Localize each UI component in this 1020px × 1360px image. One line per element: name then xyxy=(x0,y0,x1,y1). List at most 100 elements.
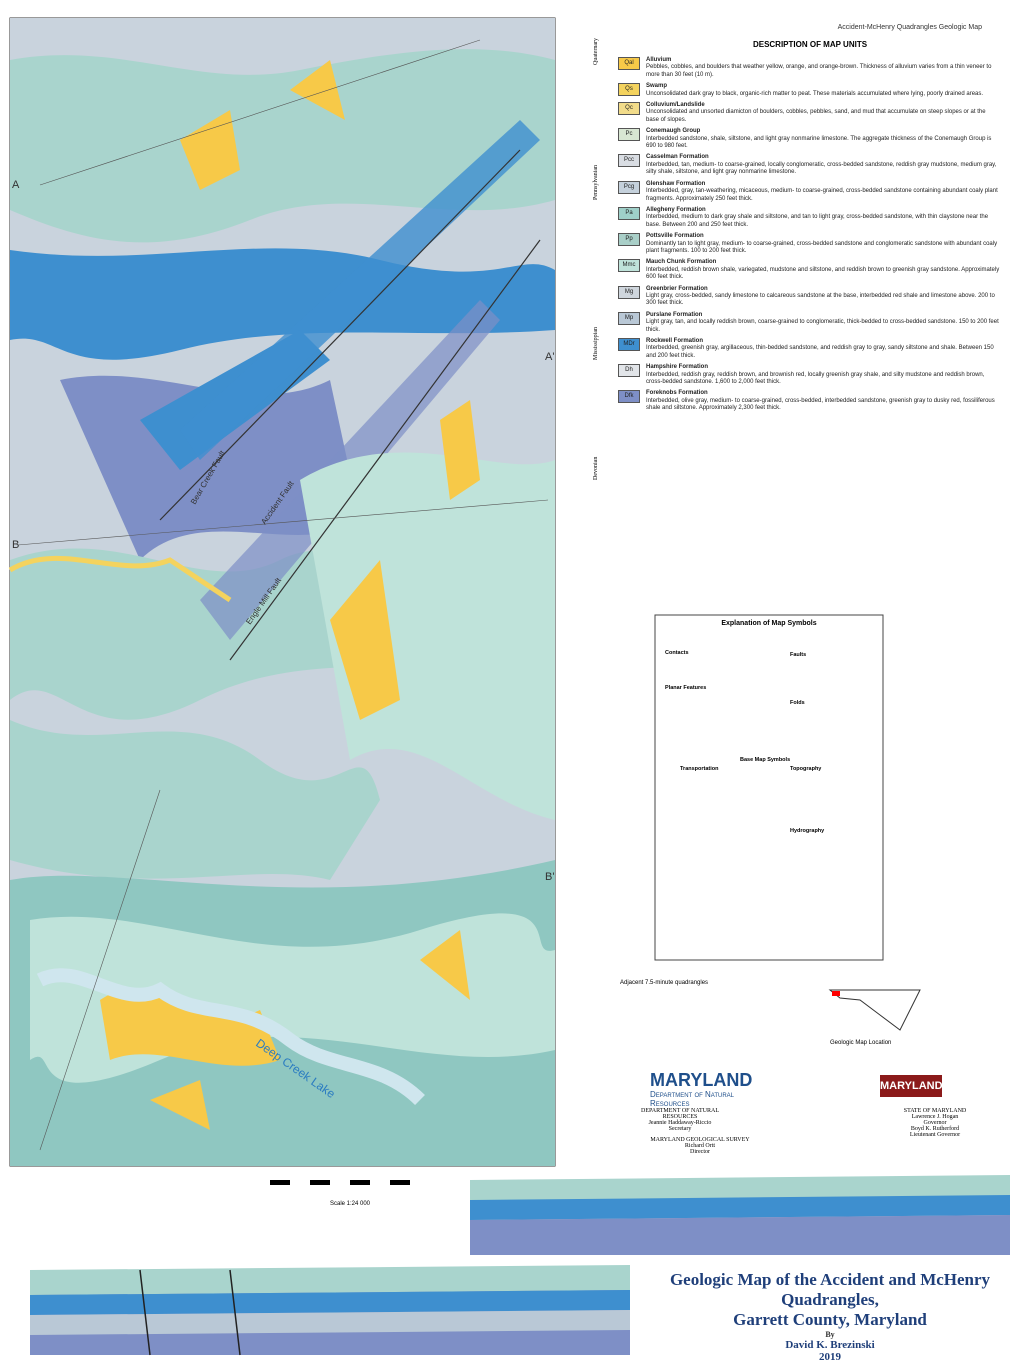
section-label: A' xyxy=(545,351,554,363)
scale-text: Scale 1:24 000 xyxy=(330,1201,371,1207)
symbols-title: Explanation of Map Symbols xyxy=(721,620,817,627)
symbol-section: Contacts xyxy=(665,650,689,656)
symbol-section: Transportation xyxy=(680,766,719,772)
age-label: Quaternary xyxy=(593,38,599,65)
unit-desc: Interbedded, olive gray, medium- to coar… xyxy=(646,397,995,412)
scale-bar xyxy=(270,1180,430,1185)
symbol-section: Folds xyxy=(790,700,805,706)
unit-text: Rockwell Formation Interbedded, greenish … xyxy=(646,338,1000,360)
unit-swatch: Dh xyxy=(618,364,640,378)
author: David K. Brezinski xyxy=(785,1339,875,1351)
unit-name: Swamp xyxy=(646,83,668,90)
cross-section-a xyxy=(470,1175,1010,1255)
unit-desc: Interbedded, reddish brown shale, varieg… xyxy=(646,266,1000,281)
unit-text: Mauch Chunk Formation Interbedded, reddis… xyxy=(646,259,1000,281)
location-marker xyxy=(832,991,840,996)
title-block: Geologic Map of the Accident and McHenry… xyxy=(640,1270,1020,1360)
unit-swatch: Mg xyxy=(618,285,640,299)
unit-row: Mg Greenbrier Formation Light gray, cross-… xyxy=(618,285,1000,308)
unit-swatch: Qal xyxy=(618,57,640,70)
dnr-dept: Department of Natural Resources xyxy=(650,1090,735,1108)
agency-right: STATE OF MARYLAND Lawrence J. Hogan Govern… xyxy=(880,1108,990,1138)
unit-row: Pcg Glenshaw Formation Interbedded, gray, … xyxy=(618,180,1000,203)
unit-desc: Interbedded, reddish gray, reddish brown… xyxy=(646,371,985,386)
unit-row: Mp Purslane Formation Light gray, tan, and… xyxy=(618,311,1000,334)
agency-line: Lieutenant Governor xyxy=(909,1132,961,1138)
unit-text: Colluvium/Landslide Unconsolidated and un… xyxy=(646,102,1000,124)
units-panel: DESCRIPTION OF MAP UNITS Qal Alluvium Pebb… xyxy=(618,40,1000,417)
adjacent-title: Adjacent 7.5-minute quadrangles xyxy=(620,980,709,986)
agency-line: Director xyxy=(690,1149,710,1155)
geology xyxy=(8,18,555,1166)
location-title: Geologic Map Location xyxy=(830,1040,892,1046)
unit-swatch: Dfk xyxy=(618,390,640,404)
unit-name: Foreknobs Formation xyxy=(646,390,708,397)
unit-row: Pa Allegheny Formation Interbedded, medium… xyxy=(618,206,1000,229)
unit-swatch: Mmc xyxy=(618,259,640,273)
agency-left: DEPARTMENT OF NATURAL RESOURCES Jeannie H… xyxy=(625,1108,735,1132)
units-title: DESCRIPTION OF MAP UNITS xyxy=(752,40,868,49)
cross-section-b xyxy=(30,1265,630,1356)
unit-swatch: Pc xyxy=(618,128,640,142)
unit-text: Hampshire Formation Interbedded, reddish … xyxy=(646,364,1000,386)
unit-swatch: Pcg xyxy=(618,180,640,194)
symbol-section: Topography xyxy=(790,766,822,772)
symbol-section: Base Map Symbols xyxy=(740,757,791,763)
unit-text: Swamp Unconsolidated dark gray to black, … xyxy=(646,83,983,98)
agency-line: DEPARTMENT OF NATURAL RESOURCES xyxy=(641,1108,719,1120)
unit-row: Pc Conemaugh Group Interbedded sandstone, … xyxy=(618,128,1000,150)
title-line: Geologic Map of the Accident and McHenry… xyxy=(669,1270,991,1309)
unit-row: Pcc Casselman Formation Interbedded, tan, … xyxy=(618,154,1000,176)
unit-desc: Dominantly tan to light gray, medium- to… xyxy=(646,240,998,254)
agency-line: STATE OF MARYLAND xyxy=(903,1108,967,1114)
unit-name: Glenshaw Formation xyxy=(646,180,706,187)
unit-name: Colluvium/Landslide xyxy=(646,102,705,109)
agency-line: Jeannie Haddaway-Riccio xyxy=(648,1120,712,1126)
unit-desc: Pebbles, cobbles, and boulders that weat… xyxy=(646,64,992,78)
by: By xyxy=(825,1330,835,1339)
unit-row: Dfk Foreknobs Formation Interbedded, olive… xyxy=(618,390,1000,412)
unit-text: Foreknobs Formation Interbedded, olive gr… xyxy=(646,390,1000,412)
unit-name: Conemaugh Group xyxy=(646,128,701,135)
unit-desc: Unconsolidated and unsorted diamicton of… xyxy=(646,109,986,123)
section-label: B' xyxy=(545,871,554,883)
unit-desc: Interbedded sandstone, shale, siltstone,… xyxy=(646,135,992,150)
agency-line: Secretary xyxy=(668,1126,692,1132)
unit-name: Mauch Chunk Formation xyxy=(646,259,717,266)
agency-line: MARYLAND GEOLOGICAL SURVEY xyxy=(650,1137,750,1143)
unit-text: Alluvium Pebbles, cobbles, and boulders t… xyxy=(646,57,1000,79)
symbol-section: Faults xyxy=(790,652,807,658)
header-text: Accident-McHenry Quadrangles Geologic Ma… xyxy=(837,24,982,31)
unit-swatch: Pp xyxy=(618,233,640,247)
units-list: Qal Alluvium Pebbles, cobbles, and boulder… xyxy=(618,57,1000,413)
unit-swatch: Qc xyxy=(618,102,640,116)
section-label: B xyxy=(12,539,19,551)
unit-swatch: Pa xyxy=(618,206,640,220)
unit-name: Rockwell Formation xyxy=(646,338,704,344)
unit-row: Pp Pottsville Formation Dominantly tan to … xyxy=(618,233,1000,255)
agency-survey: MARYLAND GEOLOGICAL SURVEY Richard Ortt Di… xyxy=(625,1137,775,1155)
agency-line: Governor xyxy=(923,1120,947,1126)
unit-row: Mmc Mauch Chunk Formation Interbedded, red… xyxy=(618,259,1000,281)
age-label: Mississippian xyxy=(593,326,599,360)
seal: MARYLAND xyxy=(880,1075,943,1097)
unit-desc: Light gray, tan, and locally reddish bro… xyxy=(646,319,999,333)
unit-desc: Interbedded, medium to dark gray shale a… xyxy=(646,214,989,228)
unit-name: Allegheny Formation xyxy=(646,206,706,213)
unit-row: Dh Hampshire Formation Interbedded, reddis… xyxy=(618,364,1000,386)
unit-text: Casselman Formation Interbedded, tan, med… xyxy=(646,154,1000,176)
unit-row: Qs Swamp Unconsolidated dark gray to black… xyxy=(618,83,1000,98)
unit-row: MDr Rockwell Formation Interbedded, greeni… xyxy=(618,338,1000,360)
age-label: Pennsylvanian xyxy=(593,165,599,200)
unit-desc: Interbedded, greenish gray, argillaceous… xyxy=(646,345,994,359)
unit-desc: Light gray, cross-bedded, sandy limeston… xyxy=(646,292,995,307)
unit-text: Greenbrier Formation Light gray, cross-be… xyxy=(646,286,1000,308)
unit-swatch: Mp xyxy=(618,311,640,325)
unit-text: Pottsville Formation Dominantly tan to li… xyxy=(646,233,1000,255)
agency-line: Lawrence J. Hogan xyxy=(911,1114,959,1120)
unit-name: Purslane Formation xyxy=(646,311,703,318)
section-label: A xyxy=(12,179,20,191)
unit-text: Glenshaw Formation Interbedded, gray, tan… xyxy=(646,181,1000,203)
